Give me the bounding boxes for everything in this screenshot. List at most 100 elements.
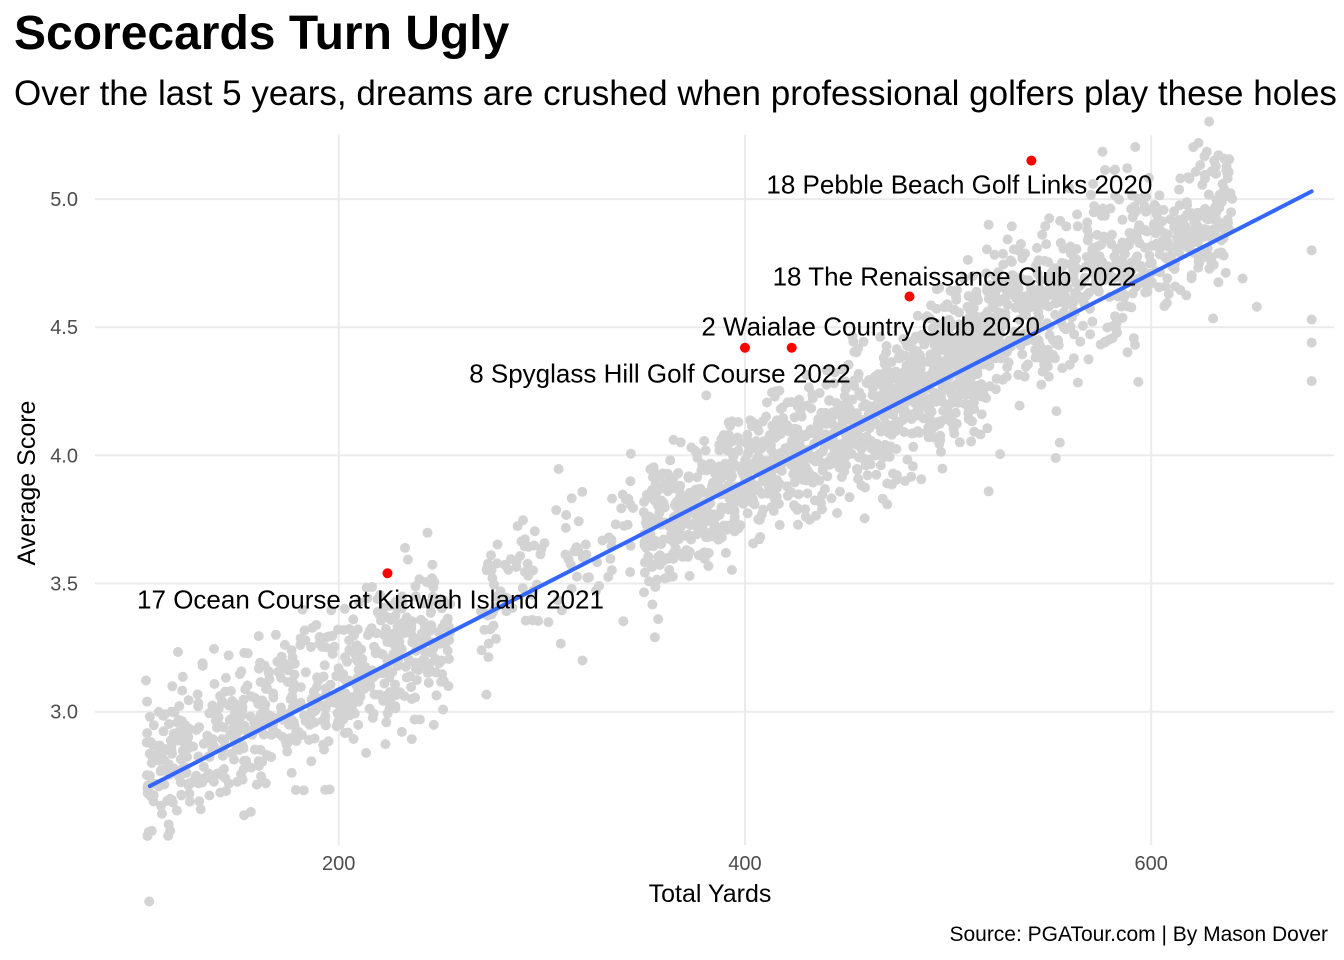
data-point	[543, 617, 554, 628]
data-point	[516, 536, 527, 547]
data-point	[660, 573, 671, 584]
data-point	[1223, 218, 1233, 229]
data-point	[1033, 307, 1044, 318]
data-point	[951, 294, 962, 305]
data-point	[938, 406, 949, 416]
data-point	[1227, 193, 1238, 204]
data-point	[255, 657, 266, 668]
data-point	[223, 650, 234, 661]
data-point	[197, 658, 208, 669]
data-point	[220, 672, 231, 683]
data-point	[976, 328, 987, 339]
data-point	[903, 367, 914, 378]
data-point	[1044, 352, 1055, 363]
highlighted-points	[382, 155, 1037, 579]
data-point	[832, 508, 843, 518]
data-point	[1142, 226, 1152, 237]
data-point	[193, 701, 204, 712]
data-point	[653, 485, 664, 496]
data-point	[880, 439, 890, 450]
data-point	[141, 675, 151, 686]
data-point	[905, 355, 916, 365]
data-point	[934, 438, 945, 449]
data-point	[577, 655, 588, 666]
data-point	[283, 736, 294, 747]
data-point	[422, 527, 433, 538]
data-point	[707, 531, 718, 542]
data-point	[802, 488, 813, 499]
data-point	[668, 434, 679, 445]
data-point	[742, 508, 753, 519]
data-point	[1087, 316, 1098, 327]
data-point	[1017, 253, 1028, 264]
data-point	[875, 331, 886, 342]
data-point	[144, 770, 155, 781]
data-point	[772, 449, 783, 460]
data-point	[981, 268, 992, 279]
highlighted-point	[786, 342, 797, 353]
data-point	[639, 567, 650, 578]
data-point	[622, 519, 633, 530]
data-point	[217, 734, 228, 745]
data-point	[1097, 203, 1108, 214]
data-point	[419, 617, 430, 628]
data-point	[1088, 207, 1099, 218]
data-point	[577, 552, 588, 563]
data-point	[1184, 173, 1195, 184]
data-point	[319, 744, 330, 755]
data-point	[191, 770, 202, 781]
data-point	[840, 376, 851, 387]
data-point	[1163, 237, 1173, 248]
data-point	[991, 373, 1002, 384]
data-point	[1040, 221, 1051, 232]
data-point	[527, 565, 538, 576]
data-point	[1072, 221, 1083, 232]
data-point	[167, 681, 178, 692]
data-point	[1010, 292, 1021, 303]
data-point	[954, 307, 964, 318]
data-point	[847, 412, 858, 423]
data-point	[1055, 215, 1066, 226]
data-point	[1082, 217, 1093, 228]
data-point	[844, 492, 855, 503]
data-point	[907, 461, 918, 472]
data-point	[306, 709, 317, 720]
data-point	[295, 682, 306, 693]
data-point	[580, 539, 591, 550]
data-point	[1178, 213, 1189, 224]
data-point	[424, 626, 435, 637]
data-point	[908, 441, 919, 452]
data-point	[930, 335, 941, 346]
data-point	[718, 524, 729, 535]
data-point	[270, 629, 281, 640]
data-point	[1006, 221, 1017, 232]
data-point	[814, 414, 824, 425]
data-point	[213, 703, 224, 714]
data-point	[998, 259, 1009, 270]
data-point	[871, 469, 882, 480]
data-point	[1151, 209, 1162, 220]
data-point	[434, 638, 445, 649]
data-point	[380, 739, 391, 750]
data-point	[726, 565, 737, 575]
point-annotation: 18 The Renaissance Club 2022	[773, 261, 1137, 291]
data-point	[156, 764, 167, 775]
data-point	[232, 776, 243, 787]
data-point	[668, 553, 679, 564]
trend-line	[147, 189, 1314, 789]
data-point	[173, 727, 184, 738]
data-point	[665, 480, 676, 491]
data-point	[445, 599, 456, 609]
data-point	[177, 685, 188, 696]
data-point	[873, 391, 884, 402]
data-point	[1069, 329, 1080, 340]
data-point	[813, 455, 824, 466]
data-point	[1133, 376, 1144, 387]
data-point	[1023, 359, 1033, 370]
data-point	[869, 443, 880, 454]
data-point	[323, 631, 334, 642]
data-point	[486, 550, 496, 561]
data-point	[1122, 163, 1133, 174]
data-point	[923, 405, 934, 416]
data-point	[854, 387, 865, 398]
